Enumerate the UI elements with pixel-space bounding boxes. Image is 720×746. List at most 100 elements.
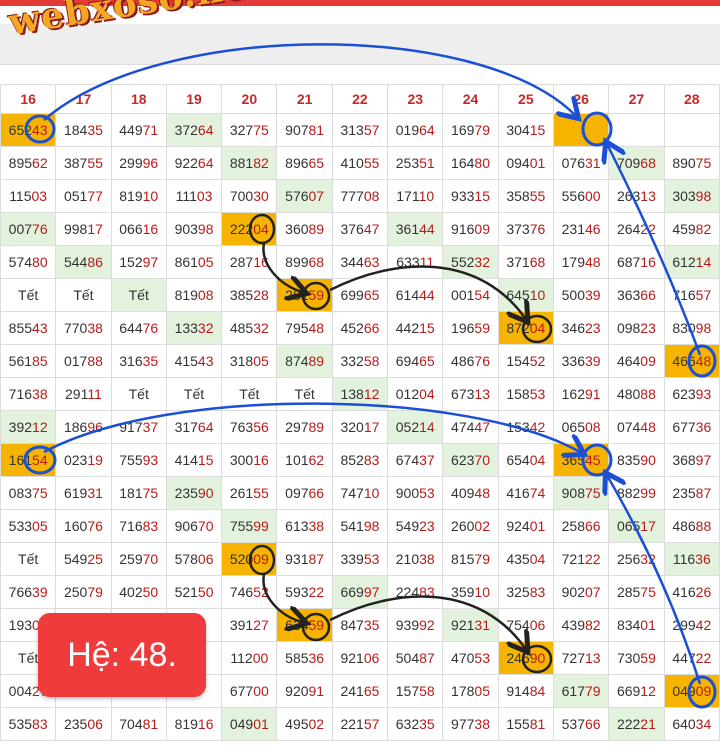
result-number: 90781	[285, 122, 325, 138]
result-number: 58536	[285, 650, 325, 666]
result-number: 17805	[451, 683, 490, 699]
result-number: 06508	[561, 419, 601, 435]
result-cell: 54923	[387, 509, 444, 543]
result-cell: 30398	[663, 179, 720, 213]
result-number: 92401	[506, 518, 546, 534]
result-cell: 31805	[221, 344, 278, 378]
top-accent-bar	[0, 0, 720, 6]
result-number: 07631	[561, 155, 601, 171]
result-cell: 41415	[165, 443, 223, 477]
result-number: 43504	[506, 551, 546, 567]
result-number: 61779	[561, 683, 601, 699]
result-cell: 61779	[552, 674, 610, 708]
result-cell: 64034	[663, 707, 720, 741]
result-cell: 55232	[442, 245, 499, 279]
table-row: 53305 16076 71683 90670 75599 61338 54198 54923…	[0, 509, 720, 543]
result-cell: 13332	[165, 311, 223, 345]
result-number: 26002	[451, 518, 490, 534]
result-cell: 70968	[608, 146, 665, 180]
result-cell: 09766	[276, 476, 333, 510]
result-number: 66912	[616, 683, 656, 699]
result-cell: 58536	[276, 641, 333, 675]
result-cell: 63235	[387, 707, 444, 741]
result-cell: 22221	[608, 707, 665, 741]
result-number: 29996	[119, 155, 159, 171]
table-row: 71638 29111 Tết Tết Tết Tết 13812 01204 67313 158…	[0, 377, 720, 411]
result-number: 83098	[672, 320, 712, 336]
result-number: 90053	[395, 485, 435, 501]
result-cell: 30415	[497, 113, 554, 147]
result-number: 38755	[63, 155, 103, 171]
result-number: 13332	[174, 320, 214, 336]
result-number: 15297	[119, 254, 159, 270]
result-cell: 75593	[110, 443, 167, 477]
result-cell: 10162	[276, 443, 333, 477]
result-cell: 09401	[497, 146, 554, 180]
result-number: 22483	[395, 584, 435, 600]
result-cell: 06517	[608, 509, 665, 543]
result-cell: 21038	[387, 542, 444, 576]
result-number: 99817	[63, 221, 103, 237]
result-number: 36089	[285, 221, 325, 237]
result-number: Tết	[18, 551, 39, 567]
result-cell: 28716	[221, 245, 278, 279]
result-number: 90875	[561, 485, 601, 501]
result-number: 05214	[395, 419, 435, 435]
result-cell: 90207	[552, 575, 610, 609]
result-cell: 26002	[442, 509, 499, 543]
result-cell: 15452	[497, 344, 554, 378]
result-cell: 44971	[110, 113, 167, 147]
result-cell: 37647	[331, 212, 389, 246]
result-cell: 40250	[110, 575, 167, 609]
result-number: 32017	[340, 419, 380, 435]
result-cell: 33953	[331, 542, 389, 576]
result-number: 26155	[229, 485, 269, 501]
result-number: 44215	[395, 320, 435, 336]
result-cell: 50039	[552, 278, 610, 312]
result-number: 31805	[229, 353, 269, 369]
result-cell: 86105	[165, 245, 223, 279]
result-cell: 25632	[608, 542, 665, 576]
result-number: 47053	[451, 650, 490, 666]
result-cell: 69965	[331, 278, 389, 312]
result-number: 01964	[395, 122, 435, 138]
result-number: 39127	[229, 617, 269, 633]
table-row: Tết 54925 25970 57806 52009 93187 33953 21038 81…	[0, 542, 720, 576]
result-cell: 92264	[165, 146, 223, 180]
result-cell: 53305	[0, 509, 57, 543]
result-cell: 28159	[276, 278, 333, 312]
result-number: 53305	[8, 518, 48, 534]
result-cell: 18696	[55, 410, 112, 444]
result-cell: 11503	[0, 179, 57, 213]
result-number: 15758	[395, 683, 435, 699]
result-number: 63235	[395, 716, 435, 732]
result-number: 61214	[672, 254, 712, 270]
table-row: 00776 99817 06616 90398 22204 36089 37647 36144…	[0, 212, 720, 246]
result-number: 36545	[561, 452, 601, 468]
result-number: 06517	[616, 518, 656, 534]
result-cell: 44722	[663, 641, 720, 675]
result-number: 09401	[506, 155, 546, 171]
result-number: 45982	[672, 221, 712, 237]
result-cell: 16480	[442, 146, 499, 180]
result-cell: Tết	[165, 377, 223, 411]
result-cell: 62370	[442, 443, 499, 477]
result-cell: 71683	[110, 509, 167, 543]
result-number: 55232	[451, 254, 490, 270]
result-number: 25632	[616, 551, 656, 567]
result-cell: 29942	[663, 608, 720, 642]
result-cell: 13812	[331, 377, 389, 411]
result-cell: 25970	[110, 542, 167, 576]
result-number: 33258	[340, 353, 380, 369]
column-header: 21	[276, 84, 333, 114]
result-number: 44971	[119, 122, 159, 138]
result-cell: 77038	[55, 311, 112, 345]
result-number: 84735	[340, 617, 380, 633]
result-cell: 67437	[387, 443, 444, 477]
result-cell: 76356	[221, 410, 278, 444]
result-cell: 24690	[497, 641, 554, 675]
result-number: 32583	[506, 584, 546, 600]
result-cell: 88182	[221, 146, 278, 180]
result-cell: 53766	[552, 707, 610, 741]
result-number: 79548	[285, 320, 325, 336]
